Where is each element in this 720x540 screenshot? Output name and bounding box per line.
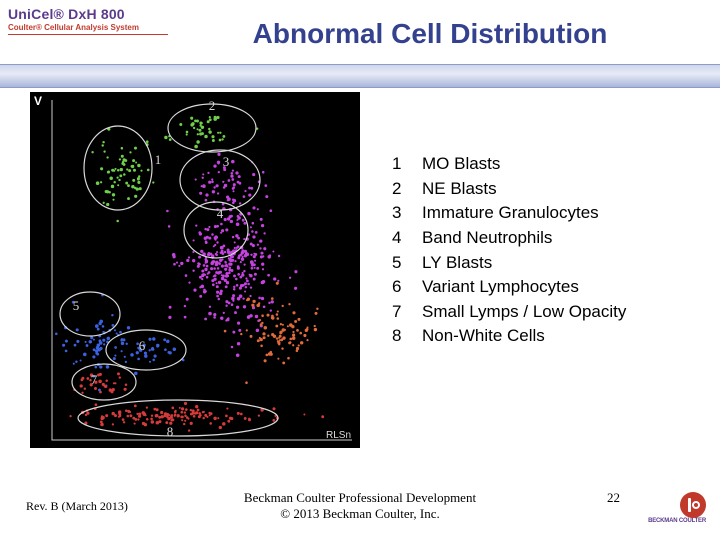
page-title: Abnormal Cell Distribution <box>160 18 700 50</box>
legend-row: 7Small Lymps / Low Opacity <box>392 300 692 325</box>
header-band <box>0 64 720 88</box>
legend-row: 5LY Blasts <box>392 251 692 276</box>
legend-row: 4Band Neutrophils <box>392 226 692 251</box>
logo-rule <box>8 34 168 35</box>
footer-page-number: 22 <box>607 490 620 506</box>
svg-text:3: 3 <box>223 154 230 169</box>
legend-number: 3 <box>392 201 422 226</box>
legend-number: 5 <box>392 251 422 276</box>
legend-number: 7 <box>392 300 422 325</box>
legend-label: Immature Granulocytes <box>422 201 692 226</box>
slide: UniCel® DxH 800 Coulter® Cellular Analys… <box>0 0 720 540</box>
svg-text:4: 4 <box>217 206 224 221</box>
scatter-plot: 1 2 3 4 5 6 7 8 <box>30 92 360 448</box>
legend-row: 1MO Blasts <box>392 152 692 177</box>
company-logo-text: BECKMAN COULTER <box>636 518 706 524</box>
footer-line2: © 2013 Beckman Coulter, Inc. <box>0 506 720 522</box>
svg-text:7: 7 <box>91 372 98 387</box>
svg-text:8: 8 <box>167 424 174 439</box>
legend-number: 1 <box>392 152 422 177</box>
legend-label: Small Lymps / Low Opacity <box>422 300 692 325</box>
legend-label: NE Blasts <box>422 177 692 202</box>
product-name: UniCel® DxH 800 <box>8 6 178 22</box>
product-logo: UniCel® DxH 800 Coulter® Cellular Analys… <box>8 6 178 42</box>
legend-label: Band Neutrophils <box>422 226 692 251</box>
legend-row: 8Non-White Cells <box>392 324 692 349</box>
axis-label-h: RLSn <box>326 430 351 441</box>
footer: Rev. B (March 2013) Beckman Coulter Prof… <box>0 488 720 528</box>
legend-label: LY Blasts <box>422 251 692 276</box>
company-logo: BECKMAN COULTER <box>636 492 706 526</box>
svg-text:6: 6 <box>139 338 146 353</box>
legend-number: 6 <box>392 275 422 300</box>
scatter-svg: 1 2 3 4 5 6 7 8 <box>30 92 360 448</box>
company-logo-icon <box>680 492 706 518</box>
legend-label: MO Blasts <box>422 152 692 177</box>
legend-number: 8 <box>392 324 422 349</box>
svg-text:2: 2 <box>209 98 216 113</box>
legend: 1MO Blasts2NE Blasts3Immature Granulocyt… <box>392 152 692 349</box>
legend-row: 2NE Blasts <box>392 177 692 202</box>
product-subtitle: Coulter® Cellular Analysis System <box>8 23 178 32</box>
legend-row: 6Variant Lymphocytes <box>392 275 692 300</box>
svg-text:1: 1 <box>155 152 162 167</box>
legend-label: Non-White Cells <box>422 324 692 349</box>
svg-text:5: 5 <box>73 298 80 313</box>
legend-label: Variant Lymphocytes <box>422 275 692 300</box>
legend-row: 3Immature Granulocytes <box>392 201 692 226</box>
legend-number: 4 <box>392 226 422 251</box>
axis-label-v: V <box>34 94 42 108</box>
legend-number: 2 <box>392 177 422 202</box>
